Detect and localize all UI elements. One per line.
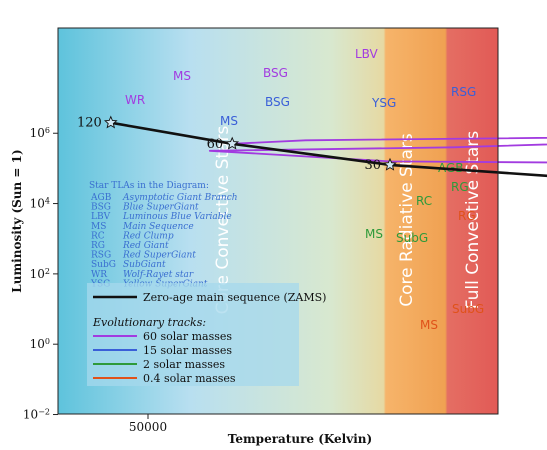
zams-star-marker [225, 136, 240, 150]
track-label: MS [173, 69, 191, 83]
legend-zams-label: Zero-age main sequence (ZAMS) [143, 291, 326, 304]
region-label: Full Convective Stars [463, 131, 483, 310]
track-label: SubG [452, 302, 484, 316]
zams-star-marker [103, 115, 118, 129]
zams-line: 120603015953210,40,1 [77, 115, 547, 178]
tla-abbr: SubG [91, 260, 116, 270]
region-label: Core Convective Stars [213, 126, 233, 315]
legend-track-label: 60 solar masses [143, 330, 232, 343]
tla-abbr: RC [91, 231, 105, 241]
track-label: SubG [396, 231, 428, 245]
zams-path [110, 121, 547, 178]
y-axis-label: Luminosity (Sun = 1) [10, 149, 24, 292]
tla-abbr: MS [91, 222, 106, 232]
legend-track-label: 0.4 solar masses [143, 372, 236, 385]
legend-track-label: 15 solar masses [143, 344, 232, 357]
track-label: LBV [355, 47, 379, 61]
track-label: MS [420, 318, 438, 332]
track-label: RG [451, 180, 469, 194]
tla-abbr: AGB [90, 193, 112, 203]
plot-frame [57, 27, 499, 415]
y-tick-label: 106 [30, 126, 50, 141]
tla-abbr: RSG [91, 251, 111, 261]
track-label: RG [458, 209, 476, 223]
tla-name: Wolf-Rayet star [123, 270, 194, 280]
tla-abbr: BSG [91, 203, 111, 213]
tla-name: Red SuperGiant [122, 251, 196, 261]
region-label: Core Radiative Stars [397, 133, 417, 307]
legend-track-label: 2 solar masses [143, 358, 225, 371]
tla-abbr: WR [91, 270, 107, 280]
y-tick-label: 10−2 [23, 407, 50, 422]
track-label: BSG [263, 66, 288, 80]
tla-name: Red Clump [122, 231, 174, 241]
y-tick-label: 102 [30, 266, 50, 281]
track-line [208, 136, 547, 164]
y-tick-label: 104 [30, 196, 50, 211]
track-label: YSG [371, 96, 396, 110]
region-labels: Core Convective Stars Core Radiative Star… [213, 126, 483, 315]
legend-tracks-title: Evolutionary tracks: [92, 316, 206, 329]
tla-name: Red Giant [122, 241, 169, 251]
track-label: WR [125, 93, 145, 107]
axes: 500002000010000500010610410210010−210−4 [23, 27, 499, 434]
x-axis-label: Temperature (Kelvin) [228, 432, 372, 446]
track-label: MS [220, 114, 238, 128]
y-tick-label: 100 [30, 337, 50, 352]
track-label: RSG [451, 85, 476, 99]
tla-title: Star TLAs in the Diagram: [89, 181, 209, 191]
zams-mass-label: 60 [207, 137, 224, 152]
tla-name: Luminous Blue Variable [122, 212, 232, 222]
track-label: BSG [265, 95, 290, 109]
zams-mass-label: 30 [364, 158, 381, 173]
tla-abbr: RG [91, 241, 105, 251]
track-label: RC [416, 194, 432, 208]
tla-name: SubGiant [123, 260, 166, 270]
x-tick-label: 50000 [129, 420, 167, 434]
tla-name: Blue SuperGiant [122, 203, 199, 213]
zams-mass-label: 120 [77, 116, 102, 131]
tla-abbr: LBV [91, 212, 111, 222]
legend-box [87, 283, 299, 386]
legend: Zero-age main sequence (ZAMS) Evolutionar… [87, 283, 326, 386]
tla-name: Asymptotic Giant Branch [122, 193, 238, 203]
tla-name: Main Sequence [122, 222, 194, 232]
zams-star-marker [383, 157, 397, 171]
track-label: MS [365, 227, 383, 241]
